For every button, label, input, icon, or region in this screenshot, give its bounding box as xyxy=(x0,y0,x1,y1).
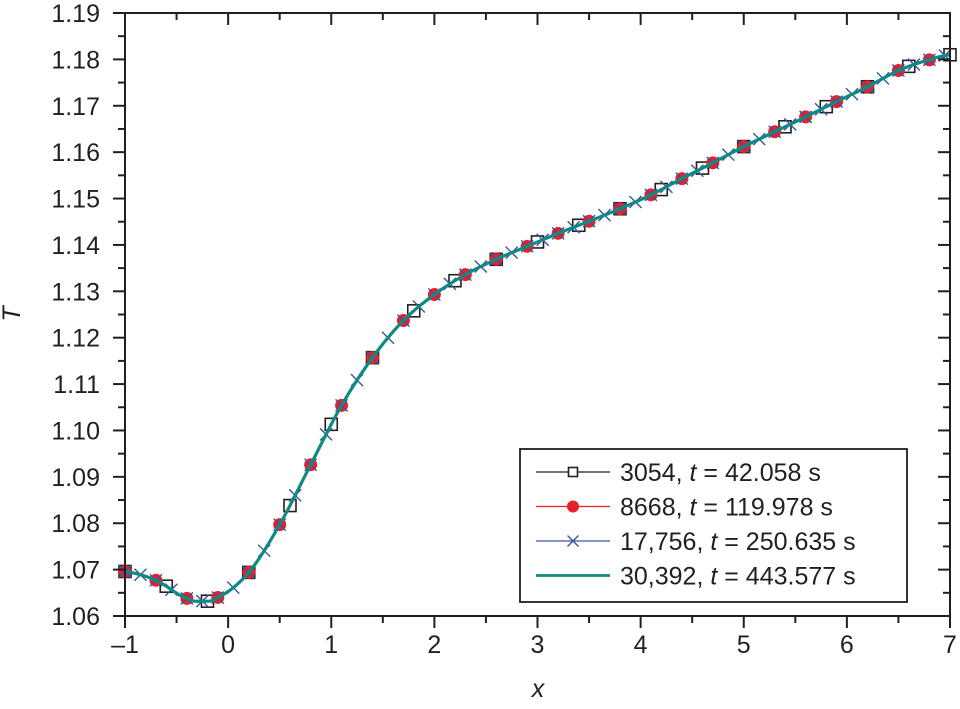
y-tick-label: 1.08 xyxy=(51,510,100,538)
x-tick-label: 0 xyxy=(221,631,235,659)
axes: –1 0 1 2 3 4 5 6 7 1.06 1.07 1.08 1.09 1.10 1.11 1.12 1.… xyxy=(51,0,957,659)
open-square-icon xyxy=(567,466,579,478)
legend-item: 8668, t = 119.978 s xyxy=(536,494,833,522)
x-axis-label: x xyxy=(531,675,546,703)
x-tick-label: –1 xyxy=(111,631,139,659)
y-tick-label: 1.11 xyxy=(53,371,100,399)
x-tick-label: 6 xyxy=(840,631,854,659)
x-tick-label: 7 xyxy=(943,631,957,659)
y-tick-label: 1.18 xyxy=(51,46,100,74)
y-tick-label: 1.12 xyxy=(51,325,100,353)
y-tick-label: 1.13 xyxy=(51,278,100,306)
y-tick-label: 1.06 xyxy=(51,603,100,631)
y-tick-label: 1.16 xyxy=(51,139,100,167)
y-tick-label: 1.19 xyxy=(51,0,100,28)
y-tick-label: 1.17 xyxy=(51,93,100,121)
y-tick-label: 1.07 xyxy=(51,557,100,585)
legend-item: 3054, t = 42.058 s xyxy=(536,459,821,487)
x-tick-label: 4 xyxy=(634,631,648,659)
plot-area xyxy=(118,47,957,608)
legend-label: 17,756, t = 250.635 s xyxy=(620,528,856,556)
y-tick-label: 1.15 xyxy=(51,186,100,214)
x-tick-label: 3 xyxy=(531,631,545,659)
legend-label: 3054, t = 42.058 s xyxy=(620,459,821,487)
x-tick-label: 1 xyxy=(324,631,338,659)
legend-label: 30,392, t = 443.577 s xyxy=(620,563,856,591)
x-tick-label: 2 xyxy=(427,631,441,659)
filled-circle-icon xyxy=(567,500,579,513)
y-axis-label: T xyxy=(0,305,26,322)
series-line-30392 xyxy=(124,53,951,603)
y-tick-label: 1.14 xyxy=(51,232,100,260)
legend: 3054, t = 42.058 s 8668, t = 119.978 s 17,… xyxy=(519,448,908,603)
legend-label: 8668, t = 119.978 s xyxy=(620,494,833,522)
y-tick-label: 1.09 xyxy=(51,464,100,492)
legend-item: 30,392, t = 443.577 s xyxy=(536,563,856,591)
x-tick-label: 5 xyxy=(737,631,751,659)
legend-item: 17,756, t = 250.635 s xyxy=(536,528,856,556)
y-tick-label: 1.10 xyxy=(51,417,100,445)
x-cross-icon xyxy=(567,535,579,547)
